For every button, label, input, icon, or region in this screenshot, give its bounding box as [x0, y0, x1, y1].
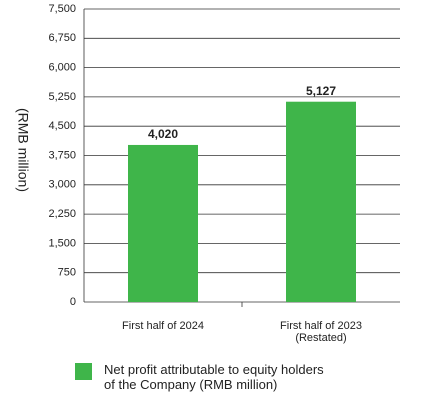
legend-swatch	[75, 363, 92, 380]
y-tick-label: 2,250	[48, 208, 76, 220]
y-tick-label: 4,500	[48, 120, 76, 132]
x-tick-label: First half of 2024	[122, 320, 204, 332]
value-label: 4,020	[148, 127, 178, 141]
bar	[286, 101, 356, 302]
y-tick-label: 6,000	[48, 62, 76, 74]
y-tick-label: 5,250	[48, 91, 76, 103]
y-tick-label: 750	[58, 267, 76, 279]
y-tick-label: 3,750	[48, 149, 76, 161]
legend-label: Net profit attributable to equity holder…	[104, 362, 324, 392]
y-axis-label: (RMB million)	[15, 108, 31, 192]
y-tick-label: 0	[70, 296, 76, 308]
y-tick-label: 1,500	[48, 237, 76, 249]
value-label: 5,127	[306, 84, 336, 98]
y-tick-label: 6,750	[48, 32, 76, 44]
y-tick-label: 7,500	[48, 3, 76, 15]
x-tick-label: First half of 2023 (Restated)	[280, 320, 362, 344]
bar	[128, 144, 198, 302]
y-tick-label: 3,000	[48, 179, 76, 191]
